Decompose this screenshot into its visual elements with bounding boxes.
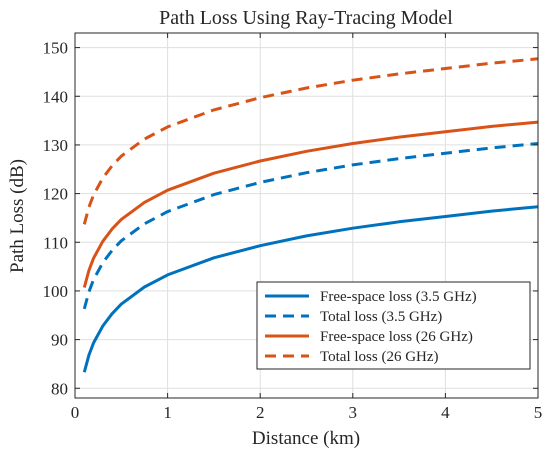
x-tick-label: 2 <box>256 403 265 422</box>
series-line-0 <box>82 205 539 373</box>
series-lines <box>82 57 539 373</box>
legend-label: Free-space loss (26 GHz) <box>320 329 473 345</box>
y-tick-label: 150 <box>43 39 69 58</box>
y-tick-label: 110 <box>43 233 68 252</box>
y-tick-label: 80 <box>51 379 68 398</box>
series-line-2 <box>82 120 539 288</box>
legend-label: Total loss (26 GHz) <box>320 349 439 365</box>
x-axis-label: Distance (km) <box>252 428 360 449</box>
plot-area-frame <box>74 32 539 399</box>
x-tick-label: 4 <box>441 403 450 422</box>
chart-title: Path Loss Using Ray-Tracing Model <box>159 7 453 29</box>
y-tick-label: 90 <box>51 331 68 350</box>
y-axis-label: Path Loss (dB) <box>7 159 28 273</box>
y-tick-label: 140 <box>43 87 69 106</box>
series-line-1 <box>82 142 539 310</box>
legend-label: Free-space loss (3.5 GHz) <box>320 289 477 305</box>
y-tick-label: 130 <box>43 136 69 155</box>
x-tick-label: 1 <box>163 403 172 422</box>
legend-label: Total loss (3.5 GHz) <box>320 309 442 325</box>
y-tick-label: 100 <box>43 282 69 301</box>
axis-ticks: 0 1 2 3 4 5 80 90 100 110 120 130 140 150 <box>43 33 543 422</box>
series-line-3 <box>82 57 539 225</box>
legend: Free-space loss (3.5 GHz) Total loss (3.5… <box>256 281 531 370</box>
x-tick-label: 5 <box>534 403 543 422</box>
x-tick-label: 0 <box>71 403 80 422</box>
y-tick-label: 120 <box>43 185 69 204</box>
x-tick-label: 3 <box>349 403 358 422</box>
